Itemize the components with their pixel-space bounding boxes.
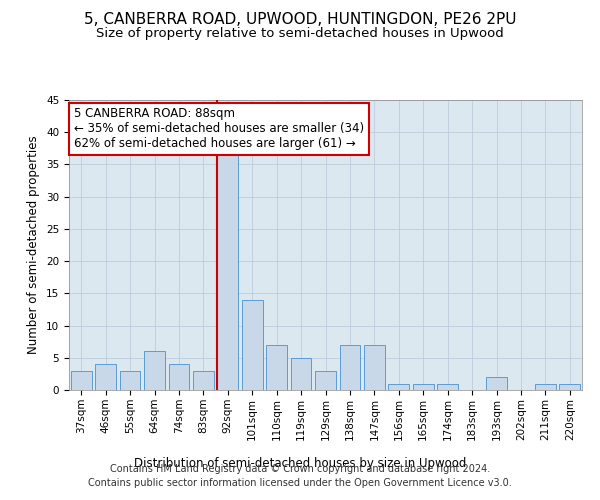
Bar bbox=[340, 345, 361, 390]
Bar bbox=[95, 364, 116, 390]
Text: 5 CANBERRA ROAD: 88sqm
← 35% of semi-detached houses are smaller (34)
62% of sem: 5 CANBERRA ROAD: 88sqm ← 35% of semi-det… bbox=[74, 108, 364, 150]
Bar bbox=[535, 384, 556, 390]
Bar bbox=[559, 384, 580, 390]
Bar bbox=[364, 345, 385, 390]
Bar bbox=[437, 384, 458, 390]
Bar bbox=[119, 370, 140, 390]
Text: Distribution of semi-detached houses by size in Upwood: Distribution of semi-detached houses by … bbox=[134, 458, 466, 470]
Bar bbox=[217, 152, 238, 390]
Text: 5, CANBERRA ROAD, UPWOOD, HUNTINGDON, PE26 2PU: 5, CANBERRA ROAD, UPWOOD, HUNTINGDON, PE… bbox=[84, 12, 516, 28]
Bar bbox=[169, 364, 190, 390]
Bar bbox=[144, 352, 165, 390]
Text: Contains HM Land Registry data © Crown copyright and database right 2024.
Contai: Contains HM Land Registry data © Crown c… bbox=[88, 464, 512, 487]
Bar bbox=[315, 370, 336, 390]
Bar bbox=[486, 377, 507, 390]
Bar bbox=[290, 358, 311, 390]
Bar bbox=[388, 384, 409, 390]
Bar bbox=[71, 370, 92, 390]
Bar bbox=[242, 300, 263, 390]
Text: Size of property relative to semi-detached houses in Upwood: Size of property relative to semi-detach… bbox=[96, 28, 504, 40]
Bar bbox=[193, 370, 214, 390]
Bar bbox=[266, 345, 287, 390]
Bar bbox=[413, 384, 434, 390]
Y-axis label: Number of semi-detached properties: Number of semi-detached properties bbox=[28, 136, 40, 354]
